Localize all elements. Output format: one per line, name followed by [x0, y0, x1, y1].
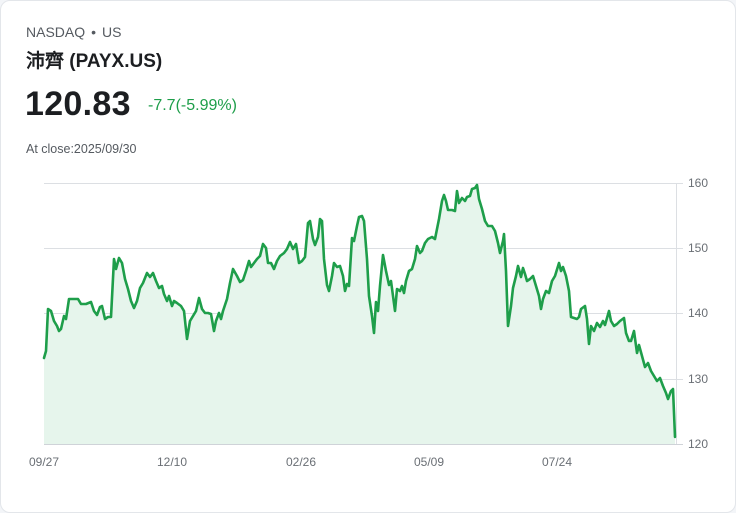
x-tick-0509: 05/09: [414, 455, 444, 469]
exchange-name: NASDAQ: [26, 24, 86, 40]
x-tick-0724: 07/24: [542, 455, 572, 469]
current-price: 120.83: [25, 85, 131, 123]
x-axis-labels: 09/27 12/10 02/26 05/09 07/24: [29, 455, 572, 469]
market-name: US: [102, 24, 122, 40]
y-tick-160: 160: [688, 176, 708, 190]
y-tick-120: 120: [688, 437, 708, 451]
y-tick-140: 140: [688, 306, 708, 320]
exchange-line: NASDAQ • US: [26, 24, 121, 40]
x-tick-0226: 02/26: [286, 455, 316, 469]
price-area-fill: [44, 185, 675, 444]
x-tick-0927: 09/27: [29, 455, 59, 469]
y-tick-130: 130: [688, 372, 708, 386]
separator-dot: •: [91, 24, 97, 40]
close-date: At close:2025/09/30: [26, 142, 137, 156]
price-line: [42, 183, 677, 439]
price-change: -7.7(-5.99%): [148, 97, 237, 114]
y-axis-labels: 160 150 140 130 120: [688, 176, 708, 451]
x-tick-1210: 12/10: [157, 455, 187, 469]
stock-title: 沛齊 (PAYX.US): [26, 51, 163, 72]
y-tick-150: 150: [688, 241, 708, 255]
